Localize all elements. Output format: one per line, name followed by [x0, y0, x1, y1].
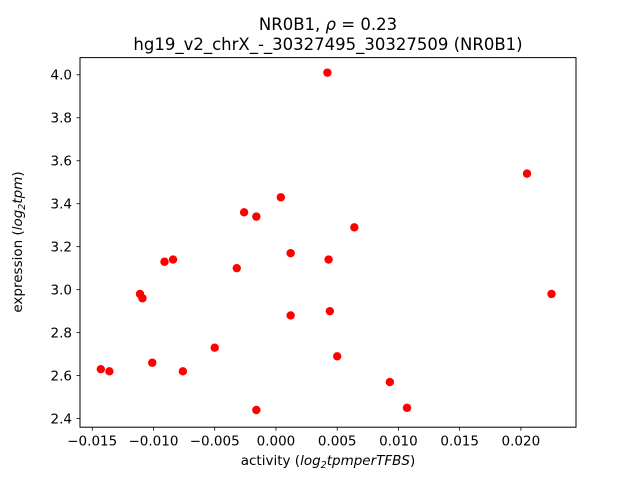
x-tick-label: 0.015: [440, 434, 479, 450]
x-tick-label: −0.005: [190, 434, 240, 450]
y-tick-label: 4.0: [51, 68, 72, 84]
chart-subtitle: hg19_v2_chrX_-_30327495_30327509 (NR0B1): [133, 35, 522, 55]
y-axis-label-arg: tpm: [10, 177, 26, 204]
y-tick-label: 3.8: [51, 111, 72, 127]
scatter-points: [96, 68, 556, 415]
y-tick-label: 3.0: [51, 282, 72, 298]
data-point: [210, 343, 219, 352]
x-tick-label: 0.000: [257, 434, 296, 450]
data-point: [325, 306, 335, 316]
data-point: [138, 294, 147, 303]
y-tick-label: 2.8: [51, 325, 72, 341]
x-tick-label: 0.020: [502, 434, 541, 450]
data-point: [105, 367, 114, 376]
data-point: [96, 364, 106, 374]
chart-title: NR0B1, ρ = 0.23: [259, 15, 397, 34]
data-point: [276, 193, 286, 202]
y-axis-label-pre: expression (: [10, 230, 26, 312]
data-point: [332, 352, 342, 361]
x-tick-label: −0.010: [128, 434, 178, 450]
data-point: [178, 367, 188, 376]
axes-frame: [79, 57, 577, 428]
data-point: [547, 289, 556, 299]
y-tick-label: 3.6: [51, 154, 72, 170]
data-point: [168, 255, 178, 264]
data-point: [402, 403, 412, 413]
y-axis: 2.4 2.6 2.8 3.0 3.2 3.4 3.6 3.8 4.0: [51, 68, 80, 427]
x-axis-label-pre: activity (: [241, 453, 300, 469]
x-axis-label-post: ): [410, 453, 415, 469]
y-tick-label: 3.4: [51, 197, 72, 213]
y-tick-label: 2.4: [51, 411, 72, 427]
data-point: [350, 223, 359, 232]
data-point: [160, 257, 169, 266]
data-point: [252, 405, 261, 415]
y-tick-label: 3.2: [51, 239, 72, 255]
y-axis-label: expression (log2tpm): [10, 171, 28, 312]
data-point: [286, 248, 295, 258]
data-point: [286, 311, 295, 320]
data-point: [148, 358, 157, 367]
chart-title-rho: ρ: [326, 15, 337, 34]
y-axis-label-func: log: [10, 209, 26, 230]
y-axis-label-post: ): [10, 171, 26, 176]
chart-title-prefix: NR0B1,: [259, 15, 326, 34]
x-axis-label-func: log: [300, 453, 321, 469]
x-axis-label: activity (log2tpmperTFBS): [241, 453, 416, 471]
plot-area: [80, 57, 576, 428]
x-tick-label: 0.005: [318, 434, 357, 450]
y-tick-label: 2.6: [51, 368, 72, 384]
data-point: [385, 377, 395, 387]
data-point: [522, 169, 532, 178]
x-axis-label-sub: 2: [321, 460, 327, 471]
data-point: [323, 68, 332, 77]
x-axis: −0.015 −0.010 −0.005 0.000 0.005 0.010 0.015 0.…: [67, 427, 540, 450]
data-point: [232, 263, 241, 273]
x-tick-label: 0.010: [379, 434, 418, 450]
x-tick-label: −0.015: [67, 434, 117, 450]
x-axis-label-arg: tpmperTFBS: [327, 453, 411, 469]
data-point: [324, 255, 333, 264]
data-point: [239, 208, 249, 217]
data-point: [252, 212, 261, 221]
y-axis-label-sub: 2: [17, 204, 28, 210]
chart-title-suffix: = 0.23: [336, 15, 397, 34]
